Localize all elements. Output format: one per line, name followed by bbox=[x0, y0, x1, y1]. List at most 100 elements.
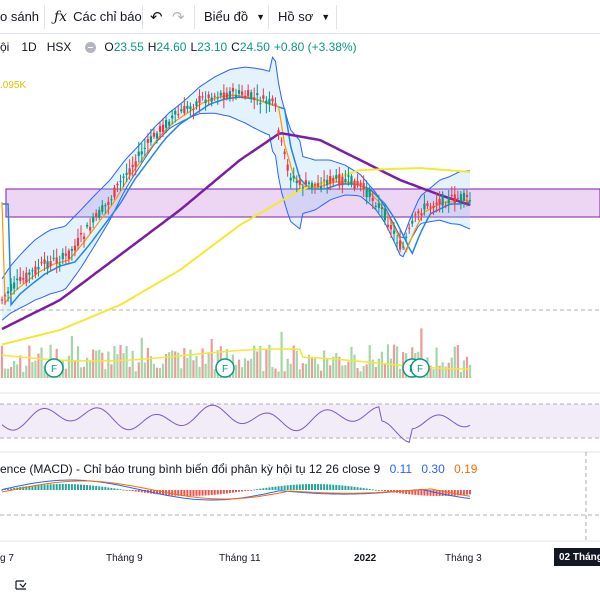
volume-bar bbox=[344, 365, 347, 378]
volume-bar bbox=[283, 371, 286, 378]
volume-bar bbox=[210, 338, 213, 378]
compare-button[interactable]: o sánh bbox=[0, 0, 39, 33]
macd-histogram-bar bbox=[402, 490, 405, 494]
macd-histogram-bar bbox=[292, 484, 295, 490]
volume-bar bbox=[158, 368, 162, 378]
macd-histogram-bar bbox=[332, 484, 335, 490]
volume-bar bbox=[259, 345, 262, 378]
volume-bar bbox=[13, 360, 16, 378]
chart-toggle-icon[interactable] bbox=[14, 578, 28, 592]
volume-bar bbox=[189, 349, 192, 378]
candle-body bbox=[341, 176, 344, 186]
chevron-down-icon: ▼ bbox=[321, 11, 331, 22]
x-axis-label: g 7 bbox=[0, 553, 14, 564]
volume-bar bbox=[73, 359, 77, 378]
volume-bar bbox=[67, 355, 70, 378]
volume-bar bbox=[292, 345, 295, 378]
macd-histogram-bar bbox=[43, 484, 46, 490]
candle-body bbox=[283, 151, 286, 155]
macd-histogram-bar bbox=[417, 490, 420, 496]
volume-bar bbox=[149, 356, 153, 378]
volume-bar bbox=[128, 366, 131, 378]
macd-histogram-bar bbox=[414, 490, 417, 495]
candle-body bbox=[371, 197, 374, 201]
chart-menu-button[interactable]: Biểu đồ ▼ bbox=[204, 0, 265, 33]
macd-histogram-bar bbox=[310, 484, 313, 490]
volume-bar bbox=[234, 364, 238, 378]
volume-bar bbox=[131, 350, 134, 378]
candle-body bbox=[98, 209, 101, 218]
crosshair-date-badge: 02 Tháng bbox=[554, 548, 600, 566]
undo-button[interactable]: ↶ bbox=[150, 0, 163, 33]
eye-icon[interactable] bbox=[85, 41, 97, 53]
macd-histogram-bar bbox=[134, 490, 137, 492]
macd-histogram-bar bbox=[444, 490, 447, 496]
candle-body bbox=[402, 246, 405, 248]
event-marker[interactable]: F bbox=[410, 358, 430, 378]
macd-histogram-bar bbox=[432, 490, 435, 496]
macd-histogram-bar bbox=[241, 490, 244, 492]
macd-histogram-bar bbox=[307, 484, 310, 490]
candle-body bbox=[310, 182, 314, 188]
price-chart[interactable]: F F F F bbox=[0, 34, 600, 600]
macd-histogram-bar bbox=[268, 487, 271, 490]
candle-body bbox=[441, 194, 444, 206]
candle-body bbox=[247, 90, 250, 96]
redo-button[interactable]: ↷ bbox=[172, 0, 185, 33]
profile-menu-button[interactable]: Hồ sơ ▼ bbox=[278, 0, 330, 33]
macd-histogram-bar bbox=[314, 484, 317, 490]
candle-body bbox=[64, 253, 67, 256]
candle-body bbox=[256, 93, 259, 96]
macd-histogram-bar bbox=[216, 490, 219, 495]
volume-bar bbox=[289, 363, 292, 378]
candle-body bbox=[0, 299, 4, 301]
candle-body bbox=[231, 88, 235, 92]
volume-bar bbox=[113, 345, 116, 378]
high-value: 24.60 bbox=[156, 40, 187, 54]
volume-bar bbox=[453, 346, 456, 378]
indicators-button[interactable]: ƒx Các chỉ báo bbox=[54, 0, 142, 33]
macd-histogram-bar bbox=[277, 486, 280, 490]
candle-body bbox=[119, 180, 122, 182]
candle-body bbox=[85, 224, 89, 227]
macd-histogram-bar bbox=[162, 490, 165, 495]
volume-bar bbox=[441, 362, 444, 378]
rsi-band bbox=[0, 404, 600, 438]
x-axis-label: 2022 bbox=[354, 553, 377, 564]
candle-body bbox=[435, 202, 438, 205]
candle-body bbox=[307, 182, 311, 184]
interval-label[interactable]: 1D bbox=[21, 40, 37, 54]
macd-histogram-bar bbox=[31, 485, 34, 490]
macd-histogram-bar bbox=[235, 490, 237, 493]
candle-body bbox=[43, 259, 46, 264]
candle-body bbox=[61, 252, 64, 260]
macd-histogram-bar bbox=[286, 485, 289, 490]
candle-body bbox=[462, 192, 466, 201]
macd-histogram-bar bbox=[204, 490, 207, 496]
event-marker[interactable]: F bbox=[44, 358, 64, 378]
symbol-name[interactable]: ội bbox=[0, 40, 10, 54]
volume-value-label: .095K bbox=[0, 80, 27, 91]
macd-histogram-bar bbox=[195, 490, 198, 496]
toolbar-divider bbox=[268, 5, 269, 29]
volume-bar bbox=[31, 362, 34, 378]
volume-bar bbox=[392, 344, 396, 378]
macd-histogram-bar bbox=[210, 490, 213, 496]
macd-histogram-bar bbox=[341, 485, 344, 490]
macd-histogram-bar bbox=[365, 488, 368, 490]
candle-body bbox=[101, 205, 104, 212]
candle-body bbox=[125, 172, 128, 175]
macd-histogram-bar bbox=[371, 489, 374, 491]
volume-bar bbox=[319, 370, 323, 378]
volume-bar bbox=[459, 371, 462, 378]
candle-body bbox=[40, 262, 43, 264]
volume-bar bbox=[125, 345, 128, 378]
toolbar-divider bbox=[44, 5, 45, 29]
event-marker[interactable]: F bbox=[215, 358, 235, 378]
macd-histogram-bar bbox=[70, 484, 73, 490]
x-axis-label: Tháng 3 bbox=[445, 553, 482, 564]
volume-bar bbox=[468, 365, 472, 378]
volume-bar bbox=[310, 356, 314, 378]
volume-bar bbox=[34, 360, 37, 378]
volume-bar bbox=[98, 349, 101, 378]
